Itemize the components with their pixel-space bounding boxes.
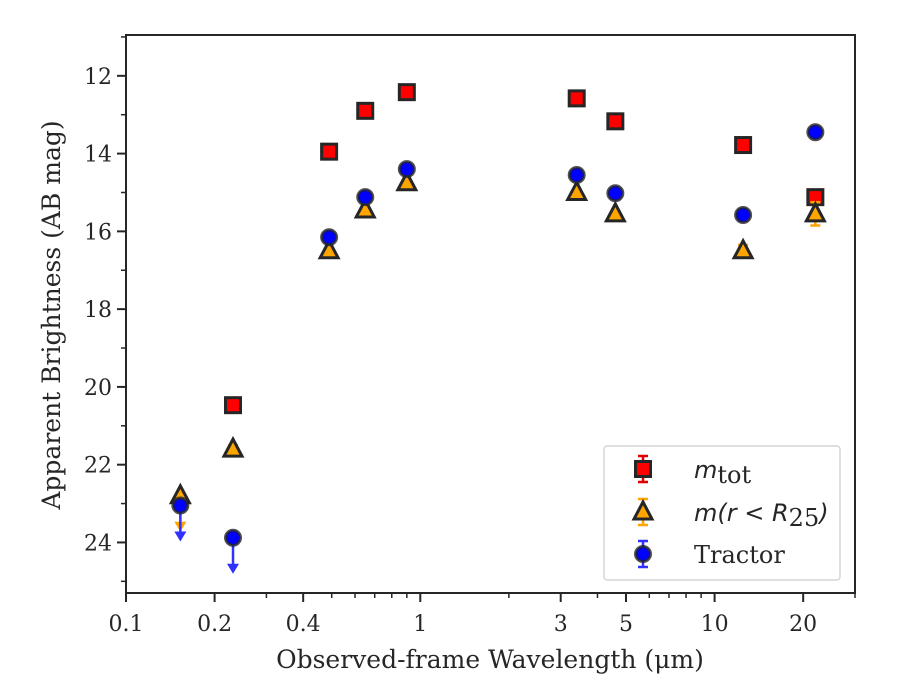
y-tick-label: 14 <box>84 143 112 168</box>
data-point-triangle <box>803 200 827 223</box>
y-tick-label: 18 <box>84 298 112 323</box>
data-point-square <box>397 83 416 102</box>
x-axis-ticks: 0.1 0.2 0.4 1 3 5 10 20 <box>109 593 856 637</box>
legend-mtot-main: m <box>694 456 717 484</box>
y-tick-label: 24 <box>84 531 112 556</box>
legend-box <box>603 445 841 581</box>
data-point-triangle <box>317 237 341 260</box>
data-point-triangle <box>731 237 755 260</box>
legend-mr25-close: ) <box>817 499 828 527</box>
data-point-square <box>356 101 375 120</box>
x-tick-label: 0.2 <box>197 612 232 637</box>
data-point-circle <box>320 228 339 247</box>
legend: mtot m(r < R25) Tractor <box>603 445 841 581</box>
upper-limit-arrowhead <box>227 563 240 574</box>
data-point-triangle <box>353 196 377 219</box>
x-axis-label: Observed-frame Wavelength (μm) <box>276 645 704 674</box>
data-point-triangle <box>221 435 245 458</box>
data-point-circle <box>806 123 825 142</box>
data-marks <box>168 83 827 574</box>
legend-entry-mr25: m(r < R25) <box>694 499 829 532</box>
data-point-circle <box>171 496 190 515</box>
data-point-circle <box>734 206 753 225</box>
data-point-square <box>320 142 339 161</box>
x-tick-label: 1 <box>413 612 427 637</box>
data-point-triangle <box>395 169 419 192</box>
data-point-circle <box>397 160 416 179</box>
x-tick-label: 0.4 <box>286 612 321 637</box>
y-axis-label: Apparent Brightness (AB mag) <box>37 120 66 510</box>
legend-mr25-main: m <box>694 499 717 527</box>
data-point-triangle <box>565 179 589 201</box>
legend-mr25-sub: 25 <box>789 504 820 532</box>
legend-entry-mtot: mtot <box>694 456 751 489</box>
legend-marker-circle <box>634 545 652 563</box>
plot-frame <box>125 34 856 594</box>
x-tick-label: 0.1 <box>109 612 144 637</box>
y-tick-label: 12 <box>84 65 112 90</box>
legend-mtot-sub: tot <box>717 461 751 489</box>
data-point-square <box>734 136 753 155</box>
data-point-circle <box>356 188 375 207</box>
data-point-circle <box>224 528 243 547</box>
legend-markers <box>631 454 655 569</box>
upper-limit-arrowhead <box>174 531 187 542</box>
data-point-square <box>606 112 625 131</box>
x-tick-label: 5 <box>619 612 633 637</box>
data-point-square <box>224 396 243 415</box>
legend-entry-tractor: Tractor <box>694 541 785 569</box>
legend-mr25-paren: (r < R <box>717 499 788 527</box>
data-point-circle <box>567 165 586 184</box>
x-tick-label: 3 <box>554 612 568 637</box>
legend-marker-square <box>634 460 652 478</box>
y-tick-label: 20 <box>84 376 112 401</box>
y-tick-label: 22 <box>84 454 112 479</box>
y-tick-label: 16 <box>84 220 112 245</box>
legend-marker-triangle <box>631 498 655 521</box>
x-tick-label: 10 <box>701 612 729 637</box>
x-tick-label: 20 <box>789 612 817 637</box>
data-point-circle <box>606 184 625 203</box>
y-axis-ticks: 12 14 16 18 20 22 24 <box>84 36 126 583</box>
data-point-triangle <box>603 200 627 223</box>
data-point-square <box>567 89 586 108</box>
